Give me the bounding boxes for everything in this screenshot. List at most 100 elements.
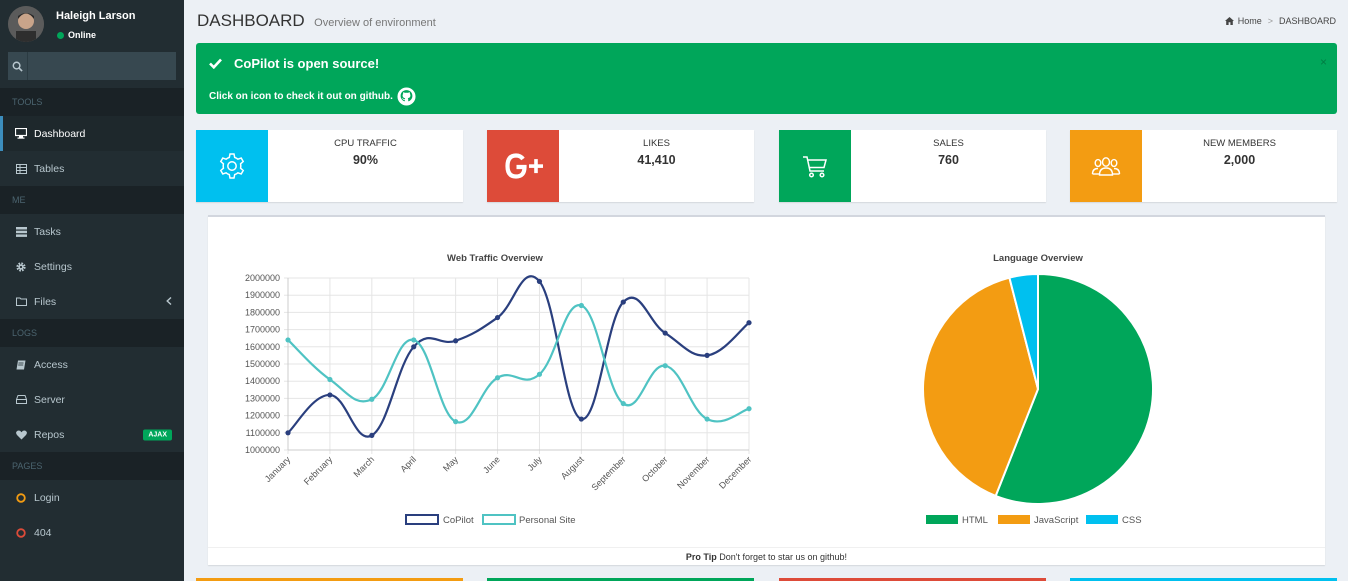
sidebar-item-label: Settings [34,260,72,273]
info-box-label: CPU TRAFFIC [334,138,397,149]
data-point-copilot[interactable] [536,278,543,285]
data-point-copilot[interactable] [494,314,501,321]
user-panel: Haleigh Larson Online [0,0,184,50]
info-box-content: LIKES 41,410 [559,130,754,167]
data-point-personal-site[interactable] [411,337,417,343]
y-tick-label: 1300000 [245,393,280,403]
y-tick-label: 1500000 [245,359,280,369]
sidebar-menu: TOOLS Dashboard Tables ME Tasks Settings [0,88,184,550]
github-icon[interactable] [397,87,416,106]
sidebar-item-settings[interactable]: Settings [0,249,184,284]
breadcrumb: Home > DASHBOARD [1224,16,1336,26]
x-tick-label: April [398,454,418,474]
folder-icon [14,296,28,308]
sidebar-item-404[interactable]: 404 [0,515,184,550]
data-point-personal-site[interactable] [746,406,752,412]
data-point-copilot[interactable] [704,352,710,358]
info-box-content: SALES 760 [851,130,1046,167]
data-point-personal-site[interactable] [704,416,710,422]
sidebar-item-tasks[interactable]: Tasks [0,214,184,249]
data-point-personal-site[interactable] [578,302,584,309]
menu-header-me: ME [0,186,184,214]
search-button[interactable] [8,52,28,80]
menu-header-pages: PAGES [0,452,184,480]
alert-text-label: Click on icon to check it out on github. [209,91,393,102]
sidebar-item-dashboard[interactable]: Dashboard [0,116,184,151]
page-subtitle: Overview of environment [314,17,436,29]
sidebar-item-label: Dashboard [34,127,86,140]
info-box-label: NEW MEMBERS [1203,138,1276,149]
search-input[interactable] [28,52,176,80]
next-row-box-4 [1070,578,1337,581]
data-point-copilot[interactable] [746,320,752,326]
book-icon [14,359,28,371]
user-status-label: Online [68,30,97,40]
legend-swatch-html [926,515,958,524]
chevron-left-icon [166,296,172,308]
desktop-icon [14,128,28,140]
data-point-personal-site[interactable] [327,376,333,383]
avatar[interactable] [8,6,44,42]
sidebar-item-label: Tasks [34,225,61,238]
x-tick-label: February [302,454,335,487]
pie-slice-javascript[interactable] [922,276,1040,498]
gear-icon [219,153,245,179]
info-box-likes: LIKES 41,410 [487,130,754,202]
next-row-box-1 [196,578,463,581]
ajax-badge: AJAX [143,429,172,440]
pro-tip-text: Don't forget to star us on github! [716,552,848,562]
data-point-personal-site[interactable] [662,363,668,369]
page-title: DASHBOARD [197,11,305,30]
x-tick-label: September [589,454,627,492]
data-point-personal-site[interactable] [453,419,459,425]
info-box-content: CPU TRAFFIC 90% [268,130,463,167]
sidebar-item-tables[interactable]: Tables [0,151,184,186]
data-point-personal-site[interactable] [369,396,375,402]
data-point-copilot[interactable] [369,432,375,438]
sidebar: Haleigh Larson Online TOOLS Dashboard Ta [0,0,184,581]
info-box-label: LIKES [643,138,670,149]
line-chart-series [285,275,752,438]
pie-slice-html[interactable] [994,272,1154,505]
google-plus-icon [505,153,543,179]
y-tick-label: 1400000 [245,376,280,386]
data-point-personal-site[interactable] [620,400,626,407]
sidebar-item-files[interactable]: Files [0,284,184,319]
sidebar-item-access[interactable]: Access [0,347,184,382]
info-box-number: 41,410 [637,153,676,167]
y-tick-label: 2000000 [245,273,280,283]
sidebar-item-label: Tables [34,162,65,175]
y-tick-label: 1000000 [245,445,280,455]
sidebar-item-repos[interactable]: Repos AJAX [0,417,184,452]
legend-swatch-css [1086,515,1118,524]
cog-icon [14,261,28,273]
data-point-copilot[interactable] [411,344,417,350]
alert-close-button[interactable]: × [1319,55,1327,69]
data-point-personal-site[interactable] [494,375,501,381]
sidebar-item-server[interactable]: Server [0,382,184,417]
info-box-icon [1070,130,1142,202]
data-point-copilot[interactable] [453,338,459,344]
data-point-personal-site[interactable] [285,337,291,343]
data-point-copilot[interactable] [620,299,626,305]
info-box-cpu-traffic: CPU TRAFFIC 90% [196,130,463,202]
y-tick-label: 1100000 [246,428,280,438]
legend-swatch-javascript [998,515,1030,524]
data-point-copilot[interactable] [662,330,668,336]
sidebar-item-label: Access [34,358,68,371]
alert-title: CoPilot is open source! [209,56,379,71]
sidebar-search [8,52,176,80]
data-point-copilot[interactable] [578,416,584,422]
data-point-personal-site[interactable] [536,371,543,377]
success-alert: CoPilot is open source! Click on icon to… [196,43,1337,114]
table-icon [14,163,28,175]
series-line-copilot [287,275,750,438]
line-chart-grid [284,277,750,454]
data-point-copilot[interactable] [327,392,333,398]
sidebar-item-login[interactable]: Login [0,480,184,515]
pie-slice-css[interactable] [1008,272,1039,390]
data-point-copilot[interactable] [285,430,291,436]
circle-orange-icon [14,492,28,504]
charts-svg: Web Traffic Overview 2000000 1900000 18000… [245,253,1154,526]
breadcrumb-home[interactable]: Home [1237,16,1262,26]
